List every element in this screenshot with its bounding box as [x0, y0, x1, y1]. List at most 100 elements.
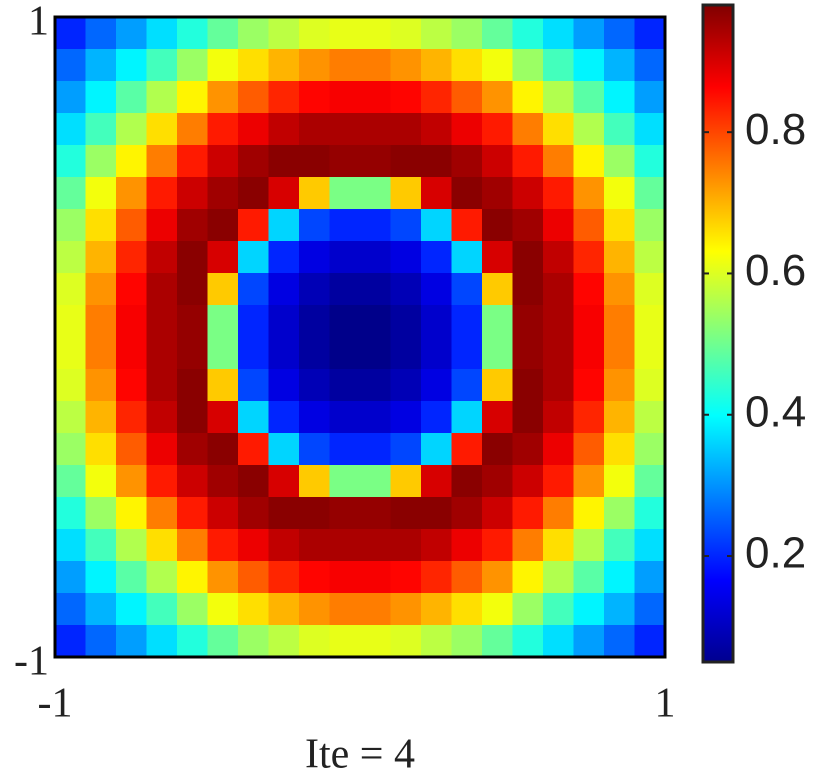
heatmap-cell [55, 465, 87, 498]
heatmap-cell [543, 305, 575, 338]
heatmap-cell [268, 529, 300, 562]
heatmap-cell [604, 465, 636, 498]
heatmap-cell [116, 113, 148, 146]
heatmap-cell [421, 49, 453, 82]
heatmap-cell [146, 433, 178, 466]
heatmap-cell [146, 497, 178, 530]
heatmap-cell [177, 497, 209, 530]
heatmap-cell [390, 49, 422, 82]
heatmap-cell [482, 273, 514, 306]
colorbar-tick-label: 0.4 [745, 387, 806, 436]
heatmap-cell [207, 465, 239, 498]
heatmap-cell [543, 625, 575, 658]
heatmap-cell [573, 145, 605, 178]
heatmap-cell [329, 369, 361, 402]
heatmap-cell [299, 369, 331, 402]
heatmap-cell [238, 273, 270, 306]
heatmap-cell [512, 305, 544, 338]
heatmap-cell [360, 433, 392, 466]
heatmap-cell [512, 433, 544, 466]
heatmap-cell [421, 401, 453, 434]
heatmap-cell [116, 241, 148, 274]
heatmap-cell [177, 337, 209, 370]
heatmap-cell [451, 625, 483, 658]
heatmap-cell [573, 529, 605, 562]
heatmap-cell [268, 401, 300, 434]
heatmap-cell [421, 529, 453, 562]
heatmap-cell [634, 401, 666, 434]
heatmap-cell [116, 145, 148, 178]
heatmap-cell [482, 305, 514, 338]
heatmap-cell [177, 369, 209, 402]
heatmap-cell [390, 529, 422, 562]
heatmap-cell [85, 465, 117, 498]
heatmap-cell [543, 273, 575, 306]
heatmap-cell [482, 17, 514, 50]
plot-frame [53, 15, 667, 659]
heatmap-cell [207, 369, 239, 402]
heatmap-cell [573, 401, 605, 434]
heatmap-cell [360, 273, 392, 306]
heatmap-cell [451, 433, 483, 466]
heatmap-cell [390, 305, 422, 338]
heatmap-cell [604, 241, 636, 274]
heatmap-cell [421, 145, 453, 178]
heatmap-cell [543, 49, 575, 82]
heatmap-cell [207, 433, 239, 466]
heatmap-cell [299, 145, 331, 178]
heatmap-cell [177, 465, 209, 498]
heatmap-cell [238, 49, 270, 82]
heatmap-cell [543, 369, 575, 402]
heatmap-cell [268, 241, 300, 274]
heatmap-cell [512, 17, 544, 50]
heatmap-cell [482, 49, 514, 82]
heatmap-cell [55, 113, 87, 146]
heatmap-cell [390, 17, 422, 50]
heatmap-cell [55, 81, 87, 114]
heatmap-cell [299, 337, 331, 370]
heatmap-cell [360, 305, 392, 338]
heatmap-cell [177, 17, 209, 50]
heatmap-cell [604, 401, 636, 434]
heatmap-cell [512, 177, 544, 210]
heatmap-cell [421, 497, 453, 530]
heatmap-cell [55, 177, 87, 210]
heatmap-cell [55, 561, 87, 594]
heatmap-cell [177, 305, 209, 338]
heatmap-cell [421, 81, 453, 114]
heatmap-cell [207, 49, 239, 82]
heatmap-cell [207, 17, 239, 50]
heatmap-cell [512, 337, 544, 370]
heatmap-cell [177, 529, 209, 562]
heatmap-cell [116, 561, 148, 594]
heatmap-cell [55, 401, 87, 434]
heatmap-cell [85, 113, 117, 146]
heatmap-cell [451, 145, 483, 178]
heatmap-cell [299, 305, 331, 338]
heatmap-cell [360, 593, 392, 626]
heatmap-cell [543, 433, 575, 466]
heatmap-cell [451, 209, 483, 242]
heatmap-cell [421, 465, 453, 498]
heatmap-cell [573, 433, 605, 466]
heatmap-cell [116, 209, 148, 242]
heatmap-cell [543, 81, 575, 114]
heatmap-cell [634, 81, 666, 114]
heatmap-cell [85, 49, 117, 82]
heatmap-cell [360, 497, 392, 530]
heatmap-cell [55, 17, 87, 50]
heatmap-cell [299, 177, 331, 210]
heatmap-cell [573, 81, 605, 114]
heatmap-cell [329, 81, 361, 114]
heatmap-cell [55, 209, 87, 242]
heatmap-cell [299, 561, 331, 594]
heatmap-cell [238, 305, 270, 338]
heatmap-cell [85, 273, 117, 306]
heatmap-cell [299, 625, 331, 658]
heatmap-cell [329, 529, 361, 562]
heatmap-cell [299, 273, 331, 306]
heatmap-cell [238, 369, 270, 402]
heatmap-cell [451, 113, 483, 146]
heatmap-cell [573, 369, 605, 402]
heatmap-cell [604, 337, 636, 370]
